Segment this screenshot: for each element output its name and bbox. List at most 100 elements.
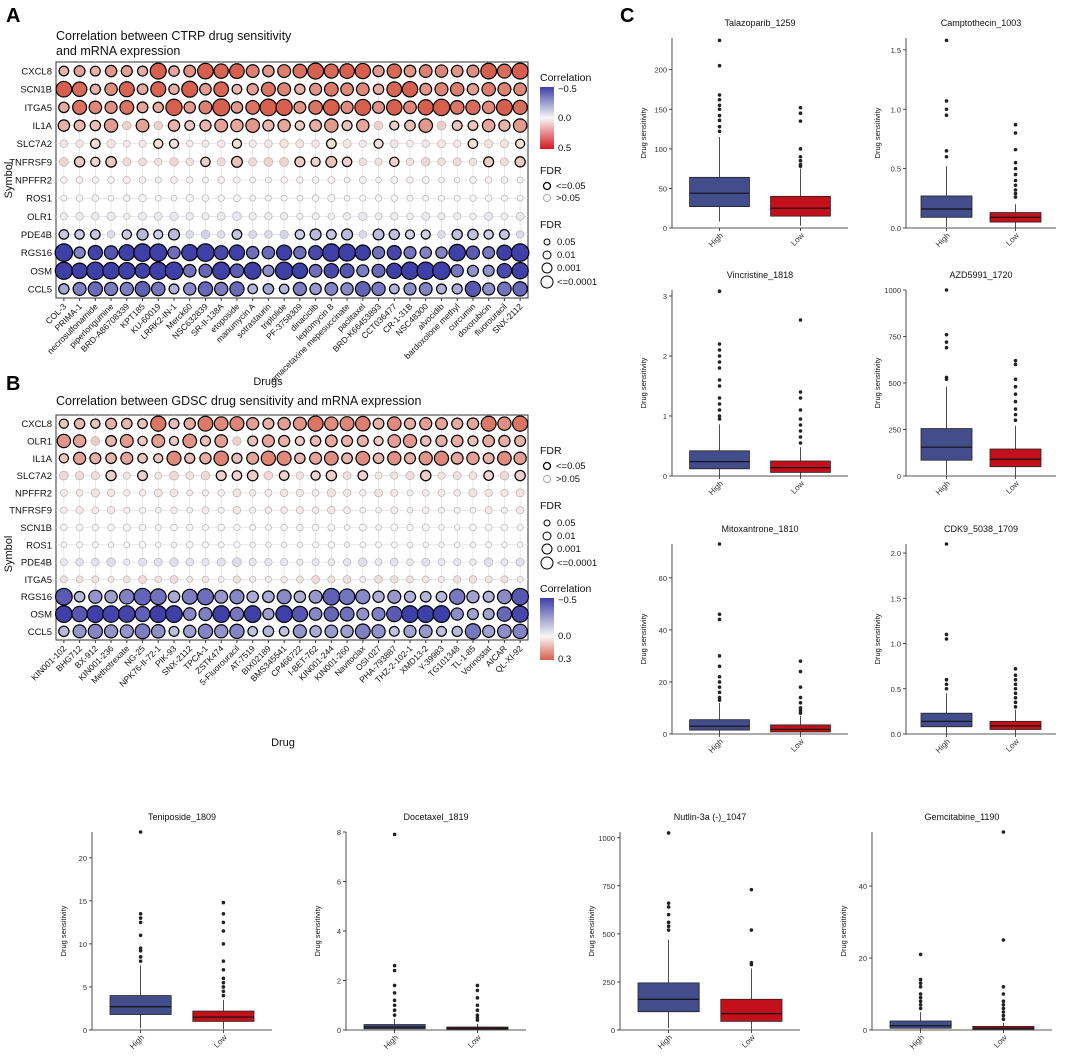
bubble-mark <box>150 81 167 98</box>
bubble-mark <box>374 194 383 202</box>
bubble-mark <box>154 471 163 480</box>
bubble-mark <box>138 194 147 203</box>
bubble-mark <box>496 63 512 79</box>
boxplot-Gemcitabine_1190: Gemcitabine_1190 0 20 40 Drug sensitivity Hig… <box>839 812 1052 1051</box>
bubble-mark <box>104 589 118 604</box>
bubble-mark <box>358 176 367 184</box>
bubble-mark <box>277 82 292 97</box>
bubble-mark <box>55 80 73 98</box>
bubble-mark <box>438 176 445 184</box>
bubble-mark <box>448 588 466 605</box>
row-label: ITGA5 <box>25 103 52 114</box>
x-tick-label: Low <box>1004 479 1021 496</box>
bubble-mark <box>277 118 291 133</box>
bubble-mark <box>325 229 337 240</box>
outlier-point <box>1013 667 1018 671</box>
bubble-mark <box>516 524 524 531</box>
y-tick-label: 60 <box>659 574 667 583</box>
bubble-mark <box>467 138 479 149</box>
bubble-mark <box>466 64 480 78</box>
y-tick-label: 1.0 <box>891 640 901 649</box>
bubble-mark <box>432 98 451 117</box>
outlier-point <box>717 408 722 412</box>
outlier-point <box>918 999 923 1003</box>
bubble-mark <box>469 523 477 532</box>
bubble-mark <box>515 211 525 221</box>
bubble-mark <box>137 418 148 430</box>
bubble-mark <box>169 575 179 584</box>
bubble-mark <box>90 156 101 168</box>
row-label: OSM <box>30 610 52 621</box>
bubble-mark <box>512 623 528 640</box>
bubble-mark <box>263 470 274 481</box>
bubble-mark <box>166 450 182 466</box>
bubble-mark <box>247 435 259 447</box>
bubble-mark <box>388 625 400 637</box>
panel-b-legend-fdr-title: FDR <box>540 445 562 457</box>
bubble-mark <box>484 139 494 149</box>
bubble-mark <box>246 416 260 431</box>
row-label: CXCL8 <box>21 419 52 430</box>
outlier-point <box>717 348 722 352</box>
bubble-mark <box>294 120 306 131</box>
bubble-mark <box>216 211 226 221</box>
panel-a-title-line2: and mRNA expression <box>56 44 180 58</box>
bubble-mark <box>438 576 445 583</box>
row-label: RGS16 <box>21 248 52 259</box>
bubble-mark <box>243 605 262 623</box>
y-axis-label: Drug sensitivity <box>313 905 322 956</box>
bubble-mark <box>512 281 528 297</box>
bubble-mark <box>136 65 149 77</box>
bubble-mark <box>107 176 115 184</box>
bubble-mark <box>149 605 168 623</box>
bubble-mark <box>322 587 341 606</box>
bubble-mark <box>403 590 417 603</box>
outlier-point <box>798 711 803 715</box>
panel-a-colorbar-tick: −0.5 <box>558 84 577 95</box>
bubble-mark <box>264 139 273 148</box>
bubble-mark <box>249 575 257 583</box>
y-tick-label: 150 <box>654 105 667 114</box>
bubble-mark <box>323 450 339 466</box>
bubble-mark <box>107 541 115 548</box>
bubble-mark <box>87 623 104 640</box>
bubble-mark <box>138 139 147 148</box>
y-tick-label: 1.5 <box>891 46 901 55</box>
bubble-mark <box>325 155 338 168</box>
bubble-mark <box>165 98 183 117</box>
bubble-mark <box>123 558 131 566</box>
bubble-mark <box>165 605 183 623</box>
bubble-mark <box>389 120 400 131</box>
bubble-mark <box>231 470 243 481</box>
chart-title: Teniposide_1809 <box>148 812 216 822</box>
y-tick-label: 0.5 <box>891 165 901 174</box>
outlier-point <box>221 920 226 925</box>
bubble-mark <box>211 261 231 281</box>
panel-b-legend-size-item: <=0.0001 <box>557 558 597 569</box>
bubble-mark <box>89 119 102 132</box>
y-tick-label: 40 <box>659 626 667 635</box>
bubble-mark <box>86 605 105 623</box>
bubble-mark <box>102 605 120 623</box>
bubble-mark <box>277 434 291 448</box>
bubble-mark <box>354 415 371 432</box>
bubble-mark <box>138 211 147 221</box>
bubble-mark <box>482 282 496 296</box>
outlier-point <box>717 417 722 421</box>
bubble-mark <box>198 263 213 278</box>
bubble-mark <box>516 506 525 515</box>
row-label: TNFRSF9 <box>9 506 52 517</box>
y-tick-label: 250 <box>888 426 901 435</box>
bubble-mark <box>338 588 356 606</box>
bubble-mark <box>451 625 463 637</box>
bubble-mark <box>105 469 117 482</box>
outlier-point <box>475 988 480 993</box>
bubble-mark <box>484 488 493 497</box>
box-high <box>920 195 973 218</box>
bubble-mark <box>104 82 118 96</box>
bubble-mark <box>248 139 257 148</box>
bubble-mark <box>60 506 68 514</box>
bubble-mark <box>75 575 84 584</box>
bubble-mark <box>229 589 245 605</box>
bubble-mark <box>138 489 147 497</box>
